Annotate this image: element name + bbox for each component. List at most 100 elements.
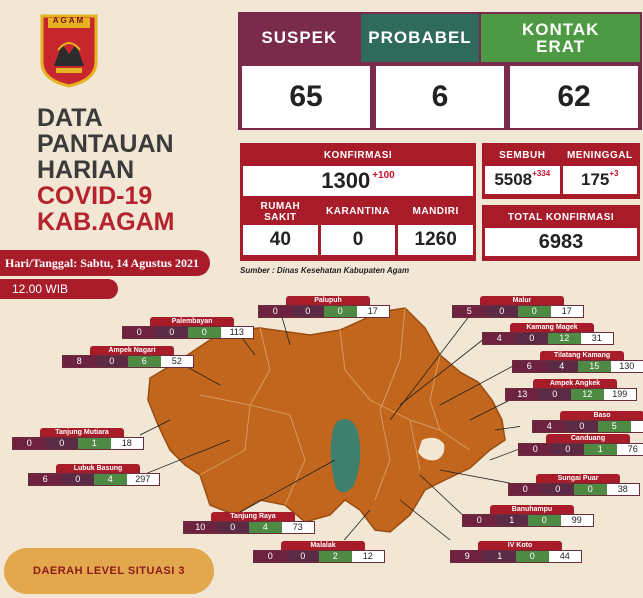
district-suspek: 4 [483,333,516,344]
district-suspek: 9 [451,551,484,562]
district-probabel: 0 [286,551,319,562]
district-kontak: 6 [128,356,161,367]
district-name: Ampek Angkek [533,379,617,388]
meninggal-value-box: 175+3 [562,166,637,194]
district-label: Ampek Angkek 13 0 12 199 [505,379,637,401]
district-label: Kamang Magek 4 0 12 31 [482,323,614,345]
district-label: Sungai Puar 0 0 0 38 [508,474,640,496]
district-kontak: 5 [598,421,631,432]
district-counts: 0 0 1 18 [12,437,144,450]
konfirmasi-value-box: 1300 +100 [243,166,473,196]
kontak-erat-header: KONTAK ERAT [481,14,641,62]
rumah-sakit-header: RUMAH SAKIT [260,201,301,223]
district-counts: 8 0 6 52 [62,355,194,368]
district-label: Tilatang Kamang 6 4 15 130 [512,351,643,373]
district-label: IV Koto 9 1 0 44 [450,541,582,563]
district-konfirmasi: 8 [630,421,643,432]
title-line-1: DATA [37,104,103,132]
district-probabel: 0 [551,444,584,455]
konfirmasi-panel: KONFIRMASI 1300 +100 RUMAH SAKIT 40 KARAN… [240,143,476,261]
district-kontak: 0 [516,551,549,562]
total-header: TOTAL KONFIRMASI [507,212,615,223]
district-suspek: 0 [13,438,46,449]
district-probabel: 0 [45,438,78,449]
district-name: Tanjung Raya [211,512,295,521]
district-kontak: 4 [94,474,127,485]
district-konfirmasi: 52 [160,356,193,367]
district-konfirmasi: 99 [560,515,593,526]
district-konfirmasi: 18 [110,438,143,449]
agam-district-map [140,307,520,540]
probabel-value: 6 [376,66,504,128]
district-konfirmasi: 17 [550,306,583,317]
district-kontak: 0 [188,327,221,338]
district-probabel: 0 [216,522,249,533]
district-name: Malalak [281,541,365,550]
district-name: IV Koto [478,541,562,550]
maninjau-lake [330,418,361,493]
district-counts: 0 0 0 113 [122,326,254,339]
district-label: Ampek Nagari 8 0 6 52 [62,346,194,368]
district-counts: 4 0 12 31 [482,332,614,345]
district-counts: 6 0 4 297 [28,473,160,486]
district-suspek: 4 [533,421,566,432]
karantina-header: KARANTINA [326,206,390,217]
district-konfirmasi: 297 [126,474,159,485]
district-suspek: 6 [29,474,62,485]
mandiri-value: 1260 [398,225,474,255]
logo-text: AGAM [52,16,86,25]
district-label: Banuhampu 0 1 0 99 [462,505,594,527]
district-counts: 6 4 15 130 [512,360,643,373]
top-stats: SUSPEK PROBABEL KONTAK ERAT 65 6 62 [238,12,642,130]
district-counts: 0 0 2 12 [253,550,385,563]
district-name: Ampek Nagari [90,346,174,355]
district-label: Palembayan 0 0 0 113 [122,317,254,339]
district-name: Tanjung Mutiara [40,428,124,437]
district-suspek: 0 [254,551,287,562]
meninggal-delta: +3 [609,169,619,178]
district-probabel: 0 [541,484,574,495]
district-probabel: 0 [485,306,518,317]
district-kontak: 15 [578,361,611,372]
total-panel: TOTAL KONFIRMASI 6983 [482,205,640,261]
district-label: Tanjung Raya 10 0 4 73 [183,512,315,534]
total-value: 6983 [485,228,637,256]
district-kontak: 0 [528,515,561,526]
district-konfirmasi: 130 [610,361,643,372]
district-counts: 13 0 12 199 [505,388,637,401]
date-bar: Hari/Tanggal: Sabtu, 14 Agustus 2021 [0,250,210,276]
title-line-2: PANTAUAN [37,130,174,158]
district-name: Canduang [546,434,630,443]
district-konfirmasi: 113 [220,327,253,338]
district-konfirmasi: 199 [603,389,636,400]
sembuh-delta: +334 [532,169,551,178]
district-probabel: 0 [538,389,571,400]
konfirmasi-header: KONFIRMASI [323,150,393,161]
agam-logo [40,14,98,88]
district-counts: 5 0 0 17 [452,305,584,318]
district-suspek: 0 [509,484,542,495]
sembuh-header: SEMBUH [499,150,546,161]
page-title: DATA PANTAUAN HARIAN COVID-19 KAB.AGAM [37,105,175,235]
district-suspek: 8 [63,356,96,367]
district-counts: 10 0 4 73 [183,521,315,534]
district-konfirmasi: 44 [548,551,581,562]
title-line-5: KAB.AGAM [37,208,175,236]
konfirmasi-delta: +100 [372,170,395,181]
suspek-header: SUSPEK [240,14,359,62]
map-region [147,307,506,533]
district-suspek: 6 [513,361,546,372]
situation-level-banner: DAERAH LEVEL SITUASI 3 [4,548,214,594]
district-kontak: 0 [324,306,357,317]
district-name: Palembayan [150,317,234,326]
district-name: Banuhampu [490,505,574,514]
district-counts: 0 1 0 99 [462,514,594,527]
district-konfirmasi: 12 [351,551,384,562]
district-suspek: 0 [259,306,292,317]
district-name: Palupuh [286,296,370,305]
meninggal-value: 175 [581,170,610,189]
district-probabel: 1 [495,515,528,526]
district-kontak: 12 [571,389,604,400]
district-probabel: 0 [565,421,598,432]
district-kontak: 0 [574,484,607,495]
